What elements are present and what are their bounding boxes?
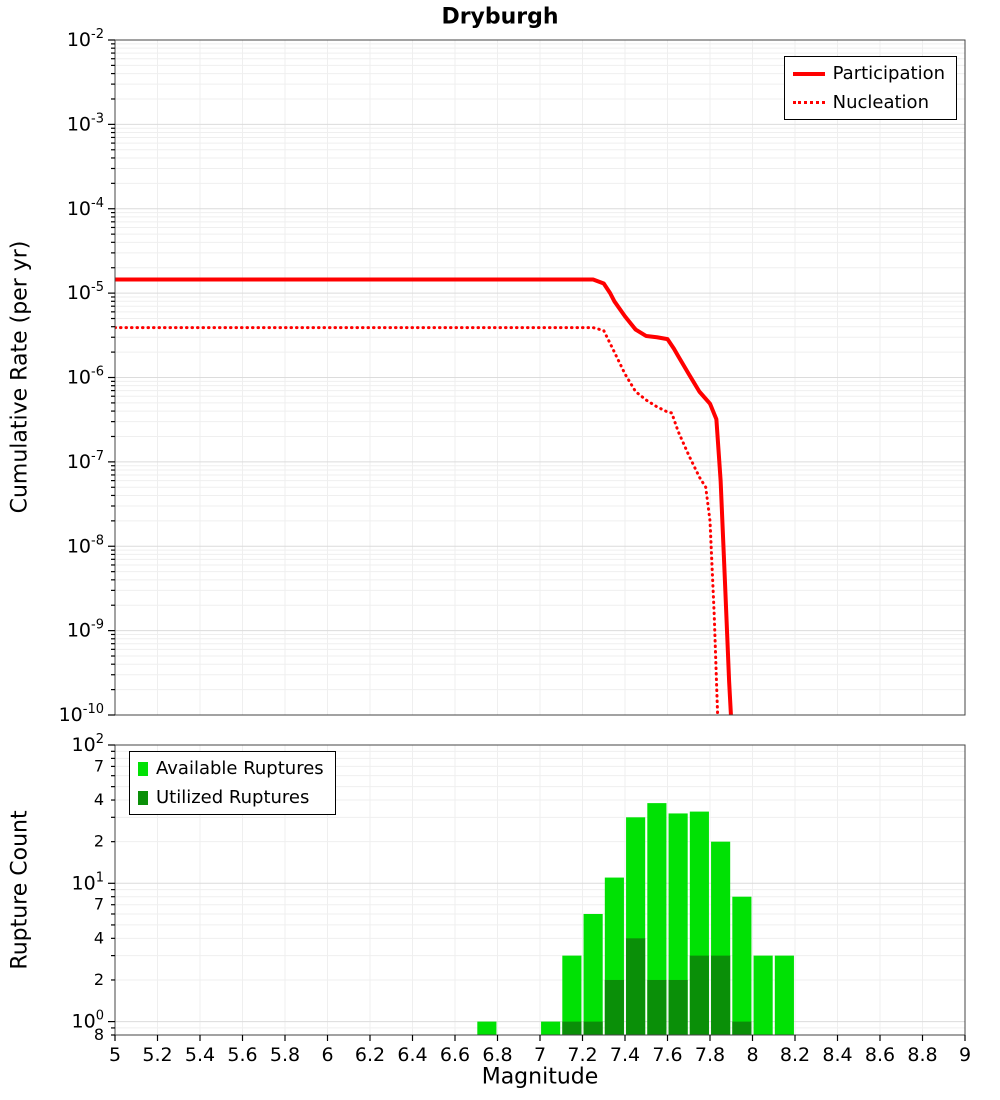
- legend-ruptures: Available Ruptures Utilized Ruptures: [129, 751, 336, 815]
- utilized-bar: [732, 1021, 752, 1035]
- y-tick-label: 10-8: [67, 533, 104, 557]
- utilized-bar: [689, 955, 709, 1035]
- legend-entry-participation: Participation: [792, 63, 945, 84]
- y-tick-label: 102: [72, 732, 104, 756]
- utilized-bar: [626, 938, 646, 1035]
- x-tick-label: 8.4: [822, 1044, 852, 1066]
- x-tick-label: 5.8: [270, 1044, 300, 1066]
- available-bar: [477, 1021, 497, 1035]
- utilized-bar: [668, 979, 688, 1035]
- x-tick-label: 6.8: [482, 1044, 512, 1066]
- x-tick-label: 6.4: [397, 1044, 427, 1066]
- x-tick-label: 7: [534, 1044, 546, 1066]
- available-bar: [668, 813, 688, 1035]
- x-tick-label: 8: [746, 1044, 758, 1066]
- x-tick-label: 7.6: [652, 1044, 682, 1066]
- y-tick-label: 8: [94, 1025, 104, 1044]
- y-tick-label: 10-6: [67, 365, 104, 389]
- x-tick-label: 8.8: [907, 1044, 937, 1066]
- y-tick-label: 10-4: [67, 196, 104, 220]
- legend-entry-utilized: Utilized Ruptures: [138, 787, 324, 808]
- legend-label-nucleation: Nucleation: [832, 92, 929, 113]
- chart-title: Dryburgh: [441, 4, 559, 30]
- y-tick-label: 10-9: [67, 618, 104, 642]
- x-tick-label: 5.4: [185, 1044, 215, 1066]
- x-tick-label: 9: [959, 1044, 971, 1066]
- utilized-bar: [583, 1021, 603, 1035]
- y-tick-label: 101: [72, 870, 104, 894]
- x-tick-label: 7.8: [695, 1044, 725, 1066]
- available-bar: [583, 913, 603, 1035]
- utilized-bar: [711, 955, 731, 1035]
- y-tick-label: 10-2: [67, 27, 104, 51]
- x-tick-label: 6.2: [355, 1044, 385, 1066]
- available-bar: [647, 803, 667, 1035]
- x-tick-label: 6.6: [440, 1044, 470, 1066]
- available-bar: [732, 896, 752, 1035]
- legend-entry-nucleation: Nucleation: [792, 92, 945, 113]
- y-tick-label: 10-5: [67, 280, 104, 304]
- available-bar: [541, 1021, 561, 1035]
- x-tick-label: 7.4: [610, 1044, 640, 1066]
- y-tick-label: 100: [72, 1009, 104, 1033]
- nucleation-curve: [115, 326, 720, 715]
- participation-line-swatch: [792, 71, 825, 76]
- y-tick-label: 7: [94, 756, 104, 775]
- y-tick-label: 2: [94, 832, 104, 851]
- x-tick-label: 7.2: [567, 1044, 597, 1066]
- legend-label-available: Available Ruptures: [156, 758, 324, 779]
- x-tick-label: 8.2: [780, 1044, 810, 1066]
- available-bar: [562, 955, 582, 1035]
- available-bar: [774, 955, 794, 1035]
- utilized-bar: [647, 979, 667, 1035]
- participation-curve: [115, 277, 733, 715]
- utilized-swatch: [138, 790, 148, 805]
- x-tick-label: 8.6: [865, 1044, 895, 1066]
- x-tick-label: 5.6: [227, 1044, 257, 1066]
- x-tick-label: 6: [321, 1044, 333, 1066]
- utilized-bar: [604, 979, 624, 1035]
- y-tick-label: 2: [94, 970, 104, 989]
- nucleation-line-swatch: [792, 101, 825, 104]
- y-tick-label: 7: [94, 895, 104, 914]
- x-tick-label: 5: [109, 1044, 121, 1066]
- y-tick-label: 10-7: [67, 449, 104, 473]
- available-bar: [753, 955, 773, 1035]
- x-axis-label: Magnitude: [481, 1064, 599, 1090]
- legend-entry-available: Available Ruptures: [138, 758, 324, 779]
- legend-rate: Participation Nucleation: [783, 56, 957, 120]
- y-tick-label: 10-3: [67, 111, 104, 135]
- x-tick-label: 5.2: [142, 1044, 172, 1066]
- y-tick-label: 4: [94, 928, 104, 947]
- utilized-bar: [562, 1021, 582, 1035]
- available-swatch: [138, 761, 148, 776]
- y-tick-label: 10-10: [59, 702, 104, 726]
- legend-label-utilized: Utilized Ruptures: [156, 787, 310, 808]
- y-tick-label: 4: [94, 790, 104, 809]
- legend-label-participation: Participation: [832, 63, 945, 84]
